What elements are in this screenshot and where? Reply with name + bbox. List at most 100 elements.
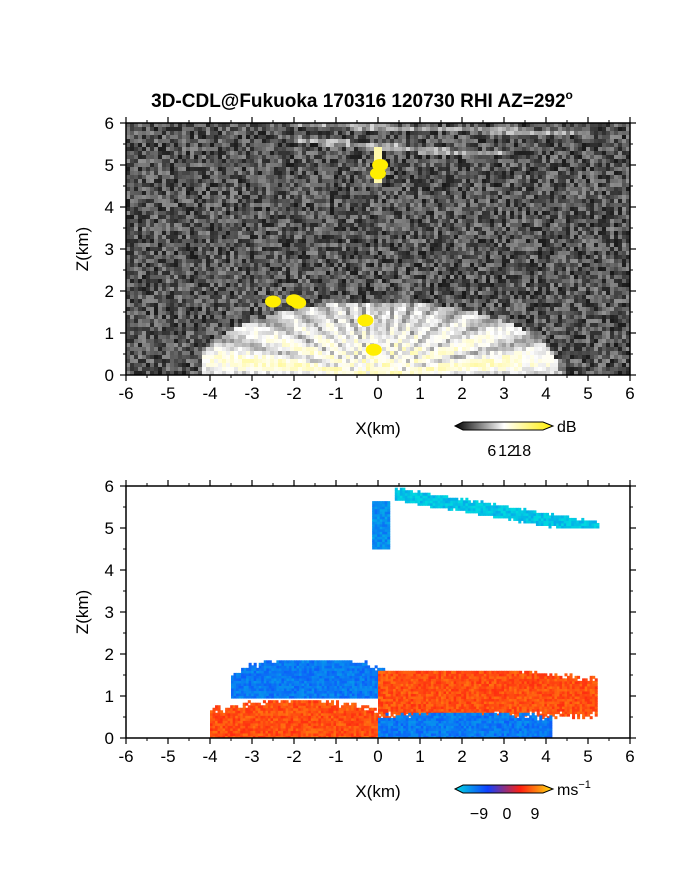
heatmap-cell: [522, 215, 526, 219]
heatmap-cell: [598, 151, 602, 155]
heatmap-cell: [462, 131, 466, 135]
heatmap-cell: [342, 239, 346, 243]
heatmap-cell: [422, 259, 426, 263]
heatmap-cell: [282, 155, 286, 159]
heatmap-cell: [542, 271, 546, 275]
heatmap-cell: [338, 231, 342, 235]
heatmap-cell: [418, 203, 422, 207]
heatmap-cell: [510, 215, 514, 219]
heatmap-cell: [374, 251, 378, 255]
heatmap-cell: [362, 155, 366, 159]
heatmap-cell: [182, 195, 186, 199]
heatmap-cell: [458, 147, 462, 151]
heatmap-cell: [530, 187, 534, 191]
heatmap-cell: [338, 143, 342, 147]
heatmap-cell: [354, 275, 358, 279]
heatmap-cell: [618, 131, 622, 135]
heatmap-cell: [574, 143, 578, 147]
heatmap-cell: [274, 207, 278, 211]
heatmap-cell: [310, 155, 314, 159]
heatmap-cell: [182, 199, 186, 203]
heatmap-cell: [190, 183, 194, 187]
heatmap-cell: [618, 163, 622, 167]
heatmap-cell: [326, 171, 330, 175]
heatmap-cell: [354, 131, 358, 135]
heatmap-cell: [294, 179, 298, 183]
heatmap-cell: [274, 179, 278, 183]
heatmap-cell: [318, 219, 322, 223]
heatmap-cell: [314, 131, 318, 135]
heatmap-cell: [490, 259, 494, 263]
heatmap-cell: [462, 171, 466, 175]
heatmap-cell: [166, 255, 170, 259]
heatmap-cell: [446, 255, 450, 259]
heatmap-cell: [482, 251, 486, 255]
heatmap-cell: [282, 131, 286, 135]
heatmap-cell: [234, 147, 238, 151]
heatmap-cell: [598, 135, 602, 139]
heatmap-cell: [346, 215, 350, 219]
heatmap-cell: [618, 159, 622, 163]
heatmap-cell: [494, 223, 498, 227]
heatmap-cell: [450, 175, 454, 179]
heatmap-cell: [418, 151, 422, 155]
heatmap-cell: [222, 147, 226, 151]
heatmap-cell: [298, 259, 302, 263]
heatmap-cell: [370, 235, 374, 239]
heatmap-cell: [266, 123, 270, 127]
heatmap-cell: [570, 155, 574, 159]
heatmap-cell: [378, 239, 382, 243]
heatmap-cell: [226, 187, 230, 191]
heatmap-cell: [526, 175, 530, 179]
heatmap-cell: [134, 235, 138, 239]
heatmap-cell: [522, 231, 526, 235]
heatmap-cell: [278, 267, 282, 271]
heatmap-cell: [370, 219, 374, 223]
heatmap-cell: [546, 127, 550, 131]
heatmap-cell: [418, 227, 422, 231]
heatmap-cell: [394, 163, 398, 167]
heatmap-cell: [590, 263, 594, 267]
heatmap-cell: [454, 139, 458, 143]
heatmap-cell: [474, 191, 478, 195]
heatmap-cell: [274, 123, 278, 127]
heatmap-cell: [410, 259, 414, 263]
heatmap-cell: [290, 223, 294, 227]
heatmap-cell: [538, 231, 542, 235]
heatmap-cell: [598, 187, 602, 191]
heatmap-cell: [546, 123, 550, 127]
heatmap-cell: [570, 127, 574, 131]
heatmap-cell: [454, 219, 458, 223]
heatmap-cell: [178, 235, 182, 239]
heatmap-cell: [494, 159, 498, 163]
heatmap-cell: [462, 183, 466, 187]
heatmap-cell: [506, 127, 510, 131]
heatmap-cell: [174, 223, 178, 227]
heatmap-cell: [530, 259, 534, 263]
heatmap-cell: [430, 143, 434, 147]
heatmap-cell: [574, 179, 578, 183]
heatmap-cell: [490, 139, 494, 143]
heatmap-cell: [178, 239, 182, 243]
heatmap-cell: [274, 267, 278, 271]
heatmap-cell: [446, 247, 450, 251]
heatmap-cell: [462, 239, 466, 243]
heatmap-cell: [242, 175, 246, 179]
heatmap-cell: [614, 179, 618, 183]
heatmap-cell: [198, 211, 202, 215]
heatmap-cell: [562, 243, 566, 247]
heatmap-cell: [434, 139, 438, 143]
heatmap-cell: [310, 275, 314, 279]
heatmap-cell: [410, 167, 414, 171]
heatmap-cell: [594, 127, 598, 131]
heatmap-cell: [534, 135, 538, 139]
heatmap-cell: [594, 175, 598, 179]
heatmap-cell: [278, 223, 282, 227]
heatmap-cell: [158, 147, 162, 151]
heatmap-cell: [158, 235, 162, 239]
heatmap-cell: [622, 247, 626, 251]
heatmap-cell: [206, 175, 210, 179]
heatmap-cell: [302, 227, 306, 231]
heatmap-cell: [450, 275, 454, 279]
heatmap-cell: [570, 215, 574, 219]
